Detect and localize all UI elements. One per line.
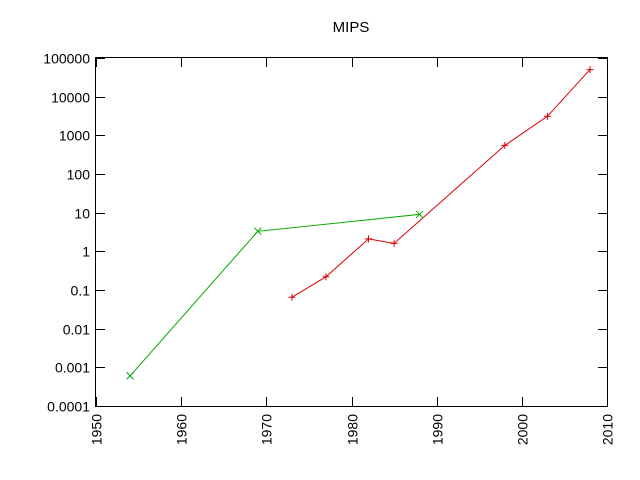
y-tick-label: 10: [74, 206, 90, 222]
series-1-point: [126, 372, 134, 380]
x-tick-label: 1990: [430, 414, 446, 445]
series-0-point: [365, 235, 373, 243]
plot-area-frame: [95, 57, 608, 407]
y-tick-label: 100: [67, 167, 91, 183]
series-layer: [126, 66, 594, 380]
series-0-point: [586, 66, 594, 74]
x-tick-label: 1980: [345, 414, 361, 445]
x-tick-label: 1970: [259, 414, 275, 445]
y-tick-label: 0.001: [55, 360, 90, 376]
y-tick-label: 0.01: [63, 322, 90, 338]
series-0-line: [291, 69, 591, 298]
y-tick-label: 1000: [59, 128, 90, 144]
series-0-point: [288, 293, 296, 301]
y-tick-label: 0.1: [71, 283, 91, 299]
series-0-point: [390, 239, 398, 247]
y-tick-label: 10000: [51, 90, 90, 106]
y-axis: 0.0001 0.001 0.01 0.1 1 10 100 1000 10000 100000: [43, 51, 607, 415]
series-1-line: [129, 213, 420, 377]
chart-title: MIPS: [333, 19, 370, 36]
x-tick-label: 2010: [600, 414, 616, 445]
y-tick-label: 100000: [43, 51, 90, 67]
series-0-point: [322, 273, 330, 281]
x-tick-label: 1950: [89, 414, 105, 445]
series-0-point: [501, 141, 509, 149]
y-tick-label: 1: [82, 244, 90, 260]
y-tick-label: 0.0001: [47, 399, 90, 415]
x-tick-label: 1960: [174, 414, 190, 445]
x-tick-label: 2000: [515, 414, 531, 445]
series-0-point: [543, 112, 551, 120]
series-1-point: [415, 210, 424, 219]
series-1-point: [253, 227, 262, 236]
x-axis: 1950 1960 1970 1980 1990 2000 2010: [89, 58, 616, 445]
